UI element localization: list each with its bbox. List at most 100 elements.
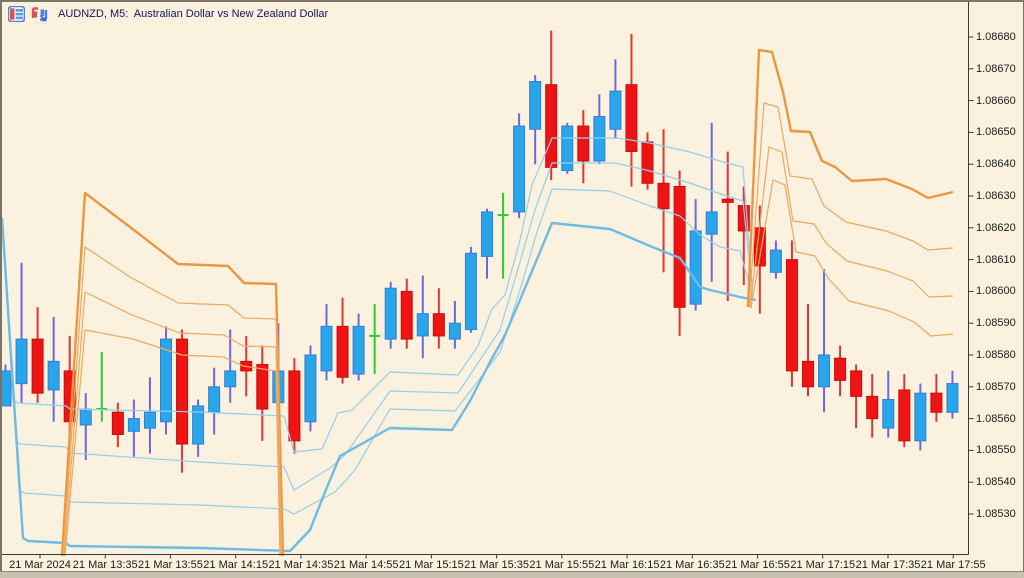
chart-title: AUDNZD, M5: Australian Dollar vs New Zea…: [58, 8, 329, 20]
candle: [416, 275, 429, 359]
y-axis-label: 1.08660: [976, 94, 1016, 107]
candle: [577, 110, 590, 184]
y-axis-label: 1.08530: [976, 508, 1016, 520]
resistance-line: [748, 102, 954, 308]
y-axis-label: 1.08620: [976, 221, 1016, 234]
candles-group: [0, 30, 959, 473]
x-axis-label: 21 Mar 16:15: [594, 559, 660, 571]
candle: [111, 402, 124, 448]
candle: [545, 30, 558, 181]
candle: [657, 129, 670, 273]
resistance-line: [746, 48, 954, 308]
y-axis-label: 1.08550: [976, 444, 1016, 457]
resistance-line: [63, 291, 282, 557]
y-axis-label: 1.08650: [976, 126, 1016, 139]
candle: [384, 281, 397, 349]
candle: [561, 122, 574, 174]
candle: [818, 269, 831, 413]
candle: [15, 262, 28, 403]
candle: [208, 367, 221, 435]
window-border-left: [0, 0, 2, 578]
support-line: [1, 188, 754, 515]
candle: [304, 345, 317, 432]
candle: [256, 345, 269, 441]
support-line: [0, 217, 757, 553]
candle: [946, 370, 959, 419]
candle: [721, 151, 734, 301]
resistance-line: [62, 246, 283, 557]
support-band-lines: [0, 137, 757, 553]
candle: [914, 383, 927, 451]
chart-candles-icon[interactable]: [31, 6, 48, 22]
candle: [866, 374, 879, 438]
x-axis-label: 21 Mar 17:15: [790, 559, 856, 571]
resistance-line: [60, 191, 285, 557]
candle: [689, 199, 702, 311]
candle: [31, 307, 44, 403]
candle: [127, 399, 140, 457]
candle: [224, 329, 237, 403]
candle: [448, 300, 461, 349]
x-axis-label: 21 Mar 17:35: [855, 559, 921, 571]
candle: [673, 170, 686, 336]
window-border-top: [0, 0, 1024, 2]
y-axis-label: 1.08600: [976, 285, 1016, 298]
x-axis-label: 21 Mar 15:15: [398, 559, 464, 571]
candle: [432, 288, 445, 349]
x-axis-label: 21 Mar 15:55: [529, 559, 595, 571]
candle: [336, 297, 349, 384]
candle: [850, 364, 863, 429]
y-axis-label: 1.08640: [976, 158, 1016, 171]
support-line: [1, 162, 754, 491]
candle: [176, 329, 189, 473]
candle: [288, 358, 301, 454]
y-axis-label: 1.08590: [976, 317, 1016, 330]
candle: [464, 246, 477, 333]
candle: [882, 370, 895, 438]
candle: [192, 399, 205, 457]
candle: [352, 313, 365, 381]
candle: [0, 364, 12, 407]
candle: [609, 59, 622, 139]
resistance-band-lines: [60, 48, 954, 557]
y-axis-label: 1.08670: [976, 62, 1016, 75]
candle: [769, 240, 782, 279]
candle: [785, 240, 798, 387]
candle: [497, 192, 509, 279]
candle: [593, 94, 606, 165]
x-axis-label: 21 Mar 13:55: [138, 559, 203, 571]
x-axis-label: 21 Mar 14:55: [333, 559, 399, 571]
x-axis-label: 21 Mar 14:15: [203, 559, 269, 571]
x-axis-label: 21 Mar 13:35: [72, 559, 138, 571]
quotes-grid-icon[interactable]: [7, 5, 26, 23]
window-bottom-strip: [0, 571, 1024, 578]
candle: [705, 122, 718, 282]
support-line: [1, 137, 754, 453]
candle: [369, 304, 381, 375]
chart-title-bar: AUDNZD, M5: Australian Dollar vs New Zea…: [7, 5, 329, 23]
x-axis-label: 21 Mar 16:35: [659, 559, 725, 571]
candle: [79, 393, 92, 460]
x-axis-label: 21 Mar 2024: [9, 559, 71, 571]
candle: [625, 33, 638, 187]
y-axis-label: 1.08540: [976, 476, 1016, 489]
candle: [930, 374, 943, 422]
candle: [143, 377, 156, 454]
x-axis-label: 21 Mar 15:35: [464, 559, 530, 571]
candle: [160, 326, 172, 435]
candle: [400, 278, 413, 349]
x-axis-label: 21 Mar 14:35: [268, 559, 334, 571]
candle: [47, 316, 60, 422]
y-axis-label: 1.08560: [976, 412, 1016, 425]
y-axis-label: 1.08630: [976, 190, 1016, 202]
resistance-line: [749, 146, 954, 309]
x-axis-label: 21 Mar 17:55: [920, 559, 986, 571]
candle: [481, 208, 493, 279]
candle: [834, 345, 847, 397]
candle: [96, 351, 108, 422]
candle: [802, 304, 814, 397]
resistance-line: [64, 329, 281, 557]
candle: [641, 132, 654, 190]
